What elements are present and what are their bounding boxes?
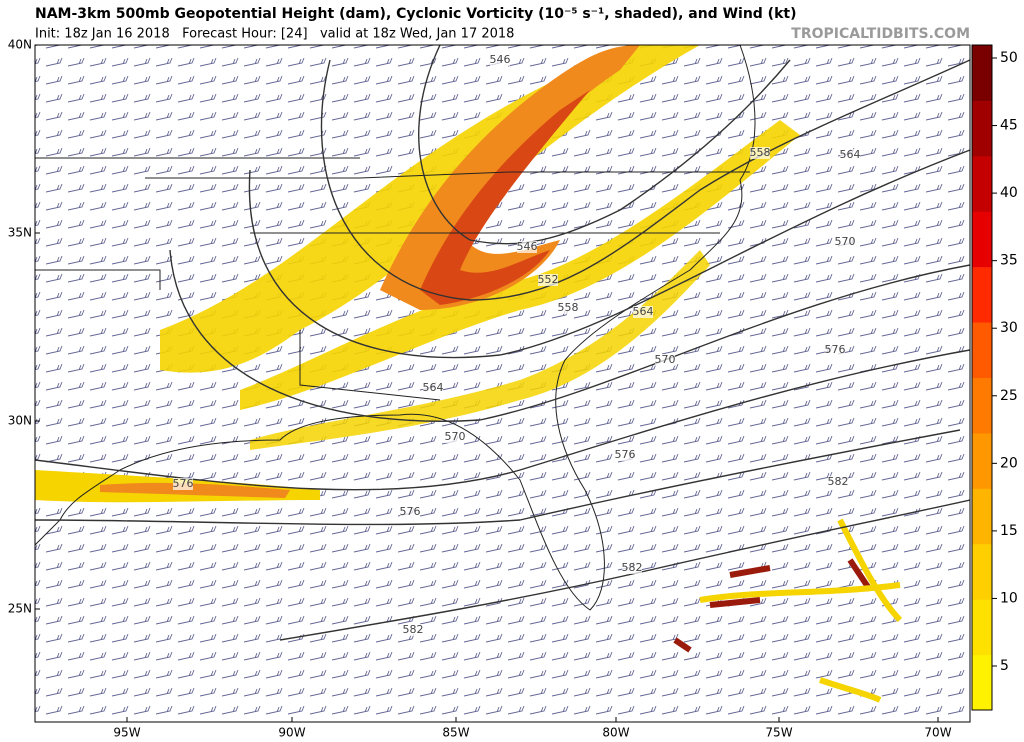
longitude-label: 80W bbox=[602, 726, 629, 740]
longitude-label: 75W bbox=[765, 726, 792, 740]
contour-label: 576 bbox=[173, 477, 194, 490]
contour-label: 564 bbox=[423, 381, 444, 394]
contour-label-bg bbox=[490, 54, 510, 66]
title: NAM-3km 500mb Geopotential Height (dam),… bbox=[35, 6, 796, 22]
longitude-label: 95W bbox=[113, 726, 140, 740]
vorticity-band bbox=[240, 120, 800, 410]
contour-label: 582 bbox=[403, 623, 424, 636]
contour-label: 546 bbox=[490, 53, 511, 66]
boundaries bbox=[35, 45, 756, 611]
contour-label-bg bbox=[538, 274, 558, 286]
contour-label-bg bbox=[828, 476, 848, 488]
contour-label-bg bbox=[403, 624, 423, 636]
contour-label: 570 bbox=[655, 353, 676, 366]
contour-label-bg bbox=[173, 478, 193, 490]
colorbar-segment bbox=[972, 543, 992, 600]
contour-label-bg bbox=[622, 562, 642, 574]
vorticity-band bbox=[250, 250, 710, 450]
colorbar-segment bbox=[972, 45, 992, 101]
colorbar-segment bbox=[972, 266, 992, 323]
longitude-label: 70W bbox=[924, 726, 951, 740]
colorbar-label: 20 bbox=[1000, 455, 1018, 471]
contour-label: 546 bbox=[517, 240, 538, 253]
colorbar-segment bbox=[972, 100, 992, 157]
contour-label-bg bbox=[750, 147, 770, 159]
contour-label: 558 bbox=[558, 301, 579, 314]
map-frame bbox=[34, 44, 971, 723]
latitude-label: 35N bbox=[8, 226, 32, 240]
contour-label: 564 bbox=[840, 148, 861, 161]
colorbar-label: 5 bbox=[1000, 658, 1009, 674]
contour-label: 564 bbox=[633, 305, 654, 318]
subtitle: Init: 18z Jan 16 2018 Forecast Hour: [24… bbox=[35, 27, 514, 42]
contour-label-bg bbox=[423, 382, 443, 394]
contour-label: 576 bbox=[825, 343, 846, 356]
colorbar-segment bbox=[972, 599, 992, 656]
contour-label-bg bbox=[655, 354, 675, 366]
colorbar-label: 15 bbox=[1000, 523, 1018, 539]
contour-label-bg bbox=[400, 506, 420, 518]
colorbar-segment bbox=[972, 488, 992, 545]
colorbar: 50 45 40 35 30 25 20 15 10 5 bbox=[971, 44, 1018, 711]
colorbar-label: 25 bbox=[1000, 388, 1018, 404]
contour-label: 552 bbox=[538, 273, 559, 286]
source: TROPICALTIDBITS.COM bbox=[791, 26, 970, 42]
colorbar-label: 40 bbox=[1000, 185, 1018, 201]
colorbar-segment bbox=[972, 377, 992, 434]
contour-label-bg bbox=[840, 149, 860, 161]
colorbar-label: 35 bbox=[1000, 253, 1018, 269]
colorbar-segment bbox=[972, 654, 992, 711]
contour-label-bg bbox=[445, 431, 465, 443]
colorbar-frame bbox=[971, 44, 993, 711]
contour-label-bg bbox=[633, 306, 653, 318]
colorbar-label: 50 bbox=[1000, 50, 1018, 66]
vorticity-spots bbox=[673, 558, 873, 653]
colorbar-label: 45 bbox=[1000, 118, 1018, 134]
longitude-label: 90W bbox=[278, 726, 305, 740]
colorbar-segment bbox=[972, 211, 992, 268]
colorbar-segment bbox=[972, 322, 992, 378]
contour-label-bg bbox=[615, 449, 635, 461]
colorbar-segment bbox=[972, 432, 992, 489]
contour-label: 582 bbox=[828, 475, 849, 488]
colorbar-segment bbox=[972, 155, 992, 212]
contour-label: 570 bbox=[835, 235, 856, 248]
contour-label: 576 bbox=[615, 448, 636, 461]
latitude-label: 30N bbox=[8, 414, 32, 428]
contour-label: 558 bbox=[750, 146, 771, 159]
vorticity-core bbox=[100, 482, 290, 498]
colorbar-label: 30 bbox=[1000, 320, 1018, 336]
contour-label-bg bbox=[517, 241, 537, 253]
contour-label: 570 bbox=[445, 430, 466, 443]
latitude-label: 40N bbox=[8, 38, 32, 52]
contour-label-bg bbox=[835, 236, 855, 248]
contour-label-bg bbox=[558, 302, 578, 314]
longitude-label: 85W bbox=[442, 726, 469, 740]
contour-label: 576 bbox=[400, 505, 421, 518]
colorbar-label: 10 bbox=[1000, 590, 1018, 606]
map bbox=[35, 45, 970, 722]
vorticity-spots bbox=[699, 518, 903, 703]
contour-label: 582 bbox=[622, 561, 643, 574]
contour-label-bg bbox=[825, 344, 845, 356]
vorticity-core bbox=[420, 90, 590, 305]
latitude-label: 25N bbox=[8, 602, 32, 616]
